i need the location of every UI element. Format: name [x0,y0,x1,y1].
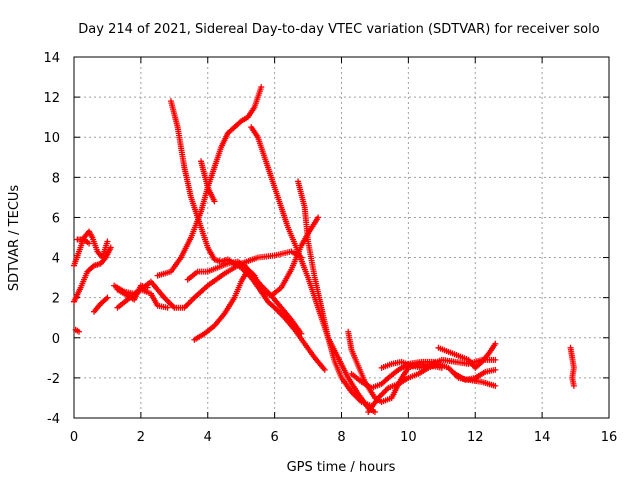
series-arc-1 [71,244,114,305]
data-point [492,366,499,373]
data-point [315,214,322,221]
x-tick-label: 6 [270,430,278,445]
data-point [492,356,499,363]
series-arc-15 [295,178,375,409]
series-arc-20 [435,340,499,371]
y-axis-label: SDTVAR / TECUs [7,185,22,292]
y-tick-label: 12 [43,91,60,106]
data-point [103,295,110,302]
data-point [89,263,96,270]
series-arc-22 [567,344,577,389]
axis-ticks: 0 2 4 6 8 10 12 14 16 -4 -2 0 2 4 6 8 10 12 14 [43,51,617,445]
series-arc-8 [114,282,151,303]
series-arc-12 [184,258,305,337]
data-point [321,366,328,373]
data-point [164,304,171,311]
data-point [144,284,151,291]
x-tick-label: 2 [137,430,145,445]
x-axis-label: GPS time / hours [287,460,396,475]
data-point [258,84,265,91]
x-tick-label: 4 [204,430,212,445]
data-point [104,238,111,245]
data-point [477,360,484,367]
y-tick-label: -4 [47,412,60,427]
data-point [104,294,111,301]
x-tick-label: 16 [601,430,618,445]
x-tick-label: 10 [400,430,417,445]
data-point [570,382,577,389]
data-points [71,84,577,415]
data-point [236,119,243,126]
data-point [211,198,218,205]
series-arc-10 [167,98,322,299]
series-arc-21 [452,366,499,383]
series-arc-2 [71,228,111,269]
y-tick-label: 2 [52,292,60,307]
data-point [298,330,305,337]
data-point [107,244,114,251]
y-tick-label: 8 [52,171,60,186]
y-tick-label: 4 [52,252,60,267]
series-arc-13 [198,158,218,205]
series-arc-11 [191,266,328,373]
series-arc-3 [72,326,83,335]
data-point [76,328,83,335]
x-tick-label: 12 [467,430,484,445]
series-arc-5 [91,294,111,315]
x-tick-label: 14 [534,430,551,445]
y-tick-label: 10 [43,131,60,146]
data-point [86,240,93,247]
grid-lines [74,57,609,418]
series-arc-4 [74,236,93,247]
data-point [371,408,378,415]
y-tick-label: 0 [52,332,60,347]
x-tick-label: 8 [337,430,345,445]
data-point [383,376,390,383]
chart-title: Day 214 of 2021, Sidereal Day-to-day VTE… [78,22,599,37]
data-point [492,382,499,389]
y-tick-label: 14 [43,51,60,66]
y-tick-label: 6 [52,211,60,226]
y-tick-label: -2 [47,372,60,387]
data-point [492,340,499,347]
x-tick-label: 0 [70,430,78,445]
